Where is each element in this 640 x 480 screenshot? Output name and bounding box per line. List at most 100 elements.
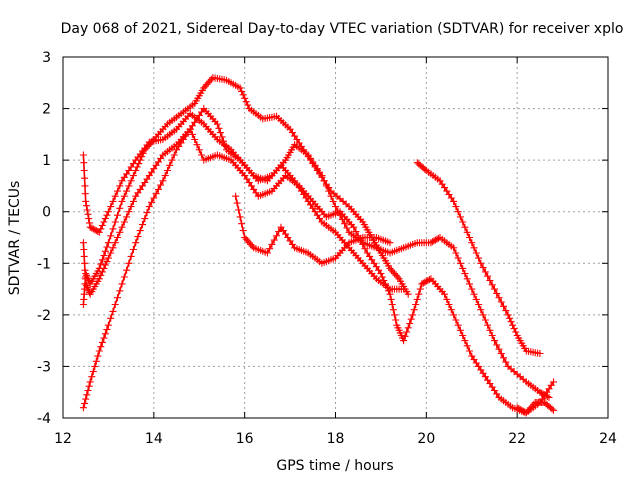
data-point bbox=[459, 264, 467, 272]
data-point bbox=[463, 275, 471, 283]
data-point bbox=[141, 215, 149, 223]
data-point bbox=[400, 337, 408, 345]
data-point bbox=[445, 301, 453, 308]
data-point bbox=[81, 266, 89, 274]
data-point bbox=[450, 311, 458, 319]
data-point bbox=[401, 332, 409, 340]
data-point bbox=[484, 272, 492, 280]
series-track-b bbox=[79, 110, 553, 401]
data-point bbox=[200, 84, 208, 92]
series-track-e bbox=[232, 192, 394, 267]
data-point bbox=[502, 358, 510, 366]
data-point bbox=[461, 270, 469, 278]
data-point bbox=[101, 215, 109, 223]
series-track-d bbox=[79, 105, 408, 412]
data-point bbox=[548, 405, 556, 413]
data-point bbox=[387, 295, 395, 303]
y-axis-label: SDTVAR / TECUs bbox=[7, 181, 23, 296]
data-point bbox=[506, 314, 514, 322]
data-point bbox=[101, 247, 109, 255]
data-point bbox=[123, 187, 131, 195]
x-tick-label: 20 bbox=[417, 431, 435, 447]
data-point bbox=[421, 165, 429, 173]
data-point bbox=[94, 352, 102, 360]
data-point bbox=[378, 273, 386, 281]
data-point bbox=[81, 273, 89, 281]
data-point bbox=[88, 373, 96, 381]
data-point bbox=[83, 271, 90, 279]
data-point bbox=[129, 197, 137, 205]
data-point bbox=[79, 151, 87, 159]
data-point bbox=[84, 387, 92, 394]
data-point bbox=[463, 342, 471, 350]
data-point bbox=[92, 227, 100, 235]
data-point bbox=[447, 306, 455, 314]
data-point bbox=[500, 354, 507, 362]
data-point bbox=[80, 246, 88, 253]
data-point bbox=[536, 388, 544, 396]
data-point bbox=[241, 94, 249, 102]
data-point bbox=[83, 202, 90, 210]
data-point bbox=[236, 213, 244, 221]
data-point bbox=[509, 321, 517, 329]
data-point bbox=[104, 239, 112, 247]
data-point bbox=[415, 290, 423, 298]
data-point bbox=[100, 252, 108, 259]
data-point bbox=[352, 228, 360, 235]
data-point bbox=[127, 203, 135, 211]
data-point bbox=[459, 332, 467, 339]
data-point bbox=[416, 285, 424, 293]
data-point bbox=[82, 197, 90, 205]
data-point bbox=[127, 177, 135, 185]
data-point bbox=[118, 197, 126, 205]
data-point bbox=[320, 177, 328, 185]
data-point bbox=[114, 294, 121, 302]
data-point bbox=[452, 249, 460, 257]
data-point bbox=[270, 236, 278, 244]
data-point bbox=[109, 197, 117, 205]
data-point bbox=[82, 280, 90, 288]
data-point bbox=[203, 81, 211, 88]
data-point bbox=[332, 203, 339, 211]
y-tick-label: 1 bbox=[42, 153, 51, 169]
data-point bbox=[127, 252, 135, 260]
data-point bbox=[525, 405, 533, 413]
data-point bbox=[238, 220, 246, 228]
data-point bbox=[215, 124, 223, 132]
data-point bbox=[98, 268, 106, 276]
data-point bbox=[116, 204, 124, 212]
data-point bbox=[213, 120, 221, 128]
series-trace bbox=[82, 76, 409, 305]
data-point bbox=[343, 224, 351, 232]
data-point bbox=[109, 225, 117, 233]
data-point bbox=[114, 234, 121, 241]
data-point bbox=[111, 218, 119, 226]
data-point bbox=[100, 218, 108, 226]
data-point bbox=[472, 295, 480, 303]
data-point bbox=[403, 328, 411, 336]
data-point bbox=[434, 234, 442, 242]
data-point bbox=[418, 280, 426, 288]
data-point bbox=[361, 245, 369, 253]
data-point bbox=[241, 234, 249, 241]
data-point bbox=[83, 391, 91, 399]
data-point bbox=[454, 254, 462, 262]
data-point bbox=[89, 368, 97, 376]
data-point bbox=[454, 208, 462, 216]
data-point bbox=[430, 237, 438, 245]
data-point bbox=[111, 192, 119, 200]
data-point bbox=[85, 215, 93, 223]
y-tick-label: -3 bbox=[37, 359, 51, 375]
data-point bbox=[273, 232, 280, 240]
data-point bbox=[404, 324, 412, 332]
data-point bbox=[481, 268, 489, 276]
data-point bbox=[235, 206, 243, 214]
data-point bbox=[193, 141, 201, 149]
data-point bbox=[238, 87, 246, 95]
chart-title: Day 068 of 2021, Sidereal Day-to-day VTE… bbox=[61, 21, 624, 37]
data-point bbox=[441, 290, 448, 298]
x-tick-label: 18 bbox=[327, 431, 345, 447]
data-point bbox=[98, 222, 106, 229]
x-axis-label: GPS time / hours bbox=[276, 458, 393, 474]
data-point bbox=[392, 316, 400, 324]
